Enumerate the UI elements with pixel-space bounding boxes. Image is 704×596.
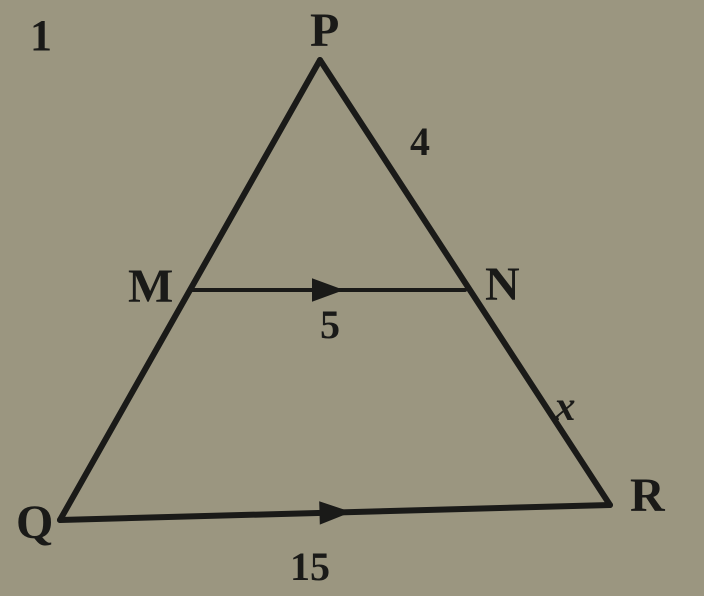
geometry-diagram: P Q R M N 4 5 x 15 1 (0, 0, 704, 596)
vertex-label-P: P (310, 4, 339, 57)
vertex-label-N: N (485, 258, 520, 311)
corner-mark: 1 (30, 11, 52, 60)
segment-label-NR: x (554, 384, 576, 430)
parallel-arrow-icon (313, 279, 343, 301)
vertex-label-Q: Q (16, 496, 53, 549)
segment-label-MN: 5 (320, 302, 340, 347)
edge-PR (320, 60, 610, 505)
parallel-arrow-icon (320, 502, 350, 524)
segment-label-QR: 15 (290, 544, 330, 589)
vertex-label-M: M (128, 260, 173, 313)
segment-label-PN: 4 (410, 119, 430, 164)
vertex-label-R: R (630, 469, 666, 522)
